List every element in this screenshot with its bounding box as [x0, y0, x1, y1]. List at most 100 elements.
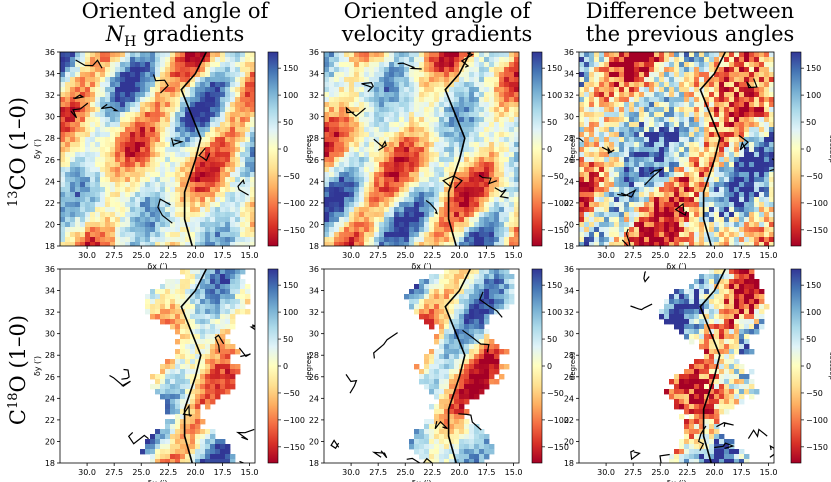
- heatmap-cell: [339, 97, 345, 103]
- heatmap-cell: [414, 177, 420, 183]
- colorbar-tick-label: −100: [283, 199, 305, 208]
- heatmap-cell: [609, 152, 615, 158]
- heatmap-cell: [739, 157, 745, 163]
- heatmap-cell: [609, 87, 615, 93]
- heatmap-cell: [190, 222, 196, 228]
- heatmap-cell: [579, 147, 585, 153]
- heatmap-cell: [200, 117, 206, 123]
- heatmap-cell: [759, 67, 765, 73]
- heatmap-cell: [604, 192, 610, 198]
- heatmap-cell: [135, 57, 141, 63]
- heatmap-cell: [494, 142, 500, 148]
- heatmap-cell: [719, 102, 725, 108]
- heatmap-cell: [584, 172, 590, 178]
- heatmap-cell: [764, 217, 770, 223]
- heatmap-cell: [579, 227, 585, 233]
- heatmap-cell: [464, 237, 470, 243]
- heatmap-cell: [210, 207, 216, 213]
- heatmap-cell: [764, 57, 770, 63]
- heatmap-cell: [459, 72, 465, 78]
- heatmap-cell: [369, 52, 375, 58]
- heatmap-cell: [444, 67, 450, 73]
- heatmap-cell: [145, 152, 151, 158]
- heatmap-cell: [664, 122, 670, 128]
- heatmap-cell: [689, 122, 695, 128]
- heatmap-cell: [614, 97, 620, 103]
- heatmap-cell: [245, 52, 251, 58]
- heatmap-cell: [509, 102, 515, 108]
- heatmap-cell: [699, 117, 705, 123]
- heatmap-cell: [115, 162, 121, 168]
- heatmap-cell: [404, 197, 410, 203]
- heatmap-cell: [459, 202, 465, 208]
- heatmap-cell: [165, 182, 171, 188]
- heatmap-cell: [185, 202, 191, 208]
- heatmap-cell: [180, 97, 186, 103]
- heatmap-cell: [95, 117, 101, 123]
- heatmap-cell: [664, 172, 670, 178]
- heatmap-cell: [739, 62, 745, 68]
- x-axis-label: δx (′): [411, 262, 431, 271]
- heatmap-cell: [479, 207, 485, 213]
- heatmap-cell: [394, 127, 400, 133]
- heatmap-cell: [514, 52, 519, 58]
- heatmap-cell: [235, 122, 241, 128]
- heatmap-cell: [739, 72, 745, 78]
- heatmap-cell: [384, 57, 390, 63]
- heatmap-cell: [200, 67, 206, 73]
- heatmap-cell: [334, 157, 340, 163]
- heatmap-cell: [439, 147, 445, 153]
- heatmap-cell: [434, 167, 440, 173]
- filament-branch: [171, 137, 184, 147]
- heatmap-cell: [459, 227, 465, 233]
- heatmap-cell: [200, 284, 206, 290]
- heatmap-cell: [115, 202, 121, 208]
- heatmap-cell: [65, 192, 71, 198]
- heatmap-cell: [594, 162, 600, 168]
- heatmap-cell: [644, 242, 650, 246]
- heatmap-cell: [384, 227, 390, 233]
- heatmap-cell: [394, 152, 400, 158]
- x-tick-label: 25.0: [396, 251, 414, 260]
- heatmap-cell: [220, 227, 226, 233]
- heatmap-cell: [85, 177, 91, 183]
- heatmap-cell: [240, 167, 246, 173]
- heatmap-cell: [734, 187, 740, 193]
- heatmap-cell: [195, 122, 201, 128]
- heatmap-cell: [419, 197, 425, 203]
- heatmap-cell: [744, 227, 750, 233]
- heatmap-cell: [584, 227, 590, 233]
- heatmap-cell: [729, 232, 735, 238]
- heatmap-cell: [60, 57, 66, 63]
- heatmap-cell: [369, 147, 375, 153]
- heatmap-cell: [135, 222, 141, 228]
- heatmap-cell: [579, 172, 585, 178]
- heatmap-cell: [474, 127, 480, 133]
- heatmap-cell: [394, 132, 400, 138]
- heatmap-cell: [389, 107, 395, 113]
- heatmap-cell: [384, 137, 390, 143]
- heatmap-cell: [469, 87, 475, 93]
- heatmap-cell: [749, 192, 755, 198]
- heatmap-cell: [474, 232, 480, 238]
- heatmap-cell: [374, 137, 380, 143]
- heatmap-cell: [394, 62, 400, 68]
- heatmap-cell: [329, 117, 335, 123]
- heatmap-cell: [235, 207, 241, 213]
- heatmap-cell: [220, 122, 226, 128]
- heatmap-cell: [384, 52, 390, 58]
- heatmap-cell: [185, 172, 191, 178]
- heatmap-cell: [379, 182, 385, 188]
- y-tick-label: 24: [564, 177, 574, 186]
- heatmap-cell: [364, 187, 370, 193]
- heatmap-cell: [404, 92, 410, 98]
- heatmap-cell: [504, 67, 510, 73]
- heatmap-cell: [639, 102, 645, 108]
- x-axis-label: δx (′): [147, 262, 167, 271]
- heatmap-cell: [110, 72, 116, 78]
- heatmap-cell: [639, 227, 645, 233]
- heatmap-cell: [734, 112, 740, 118]
- heatmap-cell: [235, 167, 241, 173]
- heatmap-cell: [679, 227, 685, 233]
- heatmap-cell: [324, 187, 330, 193]
